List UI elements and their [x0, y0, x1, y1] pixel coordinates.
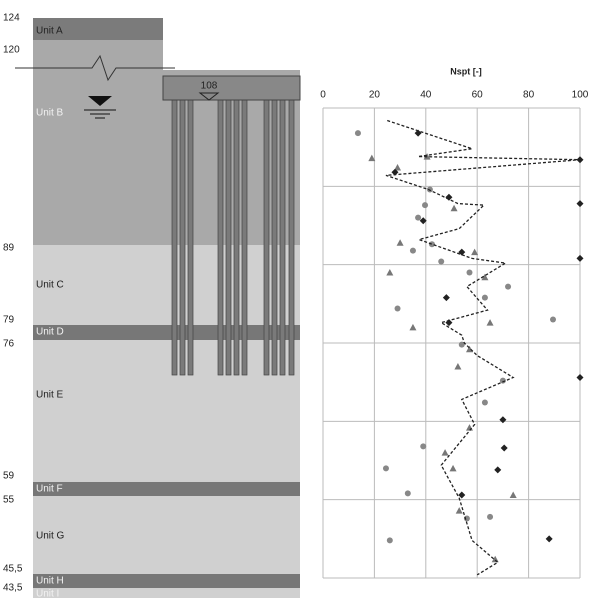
cap-label: 108: [201, 81, 218, 92]
unit-label: Unit D: [36, 327, 64, 338]
point: [438, 259, 444, 265]
point: [499, 416, 506, 423]
point: [510, 491, 517, 498]
point: [482, 295, 488, 301]
point: [501, 444, 508, 451]
chart-title: Nspt [-]: [450, 66, 482, 76]
elevation-label: 79: [3, 315, 15, 326]
point: [546, 535, 553, 542]
unit-label: Unit A: [36, 26, 63, 37]
unit-label: Unit H: [36, 576, 64, 587]
point: [505, 284, 511, 290]
unit-label: Unit E: [36, 390, 64, 401]
point: [451, 205, 458, 212]
point: [458, 491, 465, 498]
unit-f-layer: [33, 482, 300, 496]
point: [386, 269, 393, 276]
elevation-label: 59: [3, 471, 15, 482]
point: [454, 363, 461, 370]
point: [355, 130, 361, 136]
elevation-label: 43,5: [3, 583, 23, 594]
point: [395, 306, 401, 312]
pile-cap: [163, 76, 300, 100]
pile: [280, 100, 285, 375]
point: [492, 556, 499, 563]
point: [383, 465, 389, 471]
unit-label: Unit F: [36, 484, 63, 495]
unit-b-layer: [33, 40, 163, 245]
point: [420, 443, 426, 449]
elevation-label: 124: [3, 13, 20, 24]
pile: [218, 100, 223, 375]
x-tick-label: 40: [420, 90, 432, 101]
point: [458, 249, 465, 256]
point: [482, 400, 488, 406]
point: [443, 294, 450, 301]
elevation-label: 89: [3, 243, 15, 254]
point: [450, 465, 457, 472]
unit-label: Unit C: [36, 280, 64, 291]
pile: [226, 100, 231, 375]
unit-label: Unit G: [36, 531, 65, 542]
x-tick-label: 100: [572, 90, 589, 101]
unit-label: Unit I: [36, 589, 59, 598]
pile: [289, 100, 294, 375]
elevation-label: 76: [3, 339, 15, 350]
x-tick-label: 60: [472, 90, 484, 101]
elevation-label: 45,5: [3, 564, 23, 575]
x-tick-label: 0: [320, 90, 326, 101]
pile: [180, 100, 185, 375]
point: [494, 466, 501, 473]
elevation-label: 55: [3, 495, 15, 506]
point: [500, 378, 506, 384]
pile: [264, 100, 269, 375]
pile: [172, 100, 177, 375]
x-tick-label: 20: [369, 90, 381, 101]
point: [442, 449, 449, 456]
point: [387, 537, 393, 543]
point: [397, 239, 404, 246]
point: [487, 319, 494, 326]
elevation-label: 120: [3, 45, 20, 56]
point: [410, 248, 416, 254]
lower-layers: [33, 245, 300, 598]
point: [427, 186, 433, 192]
pile: [272, 100, 277, 375]
point: [577, 374, 584, 381]
point: [415, 215, 421, 221]
point: [405, 490, 411, 496]
point: [550, 317, 556, 323]
x-tick-label: 80: [523, 90, 535, 101]
point: [409, 324, 416, 331]
point: [422, 202, 428, 208]
unit-d-layer: [33, 325, 300, 340]
unit-label: Unit B: [36, 108, 64, 119]
point: [577, 255, 584, 262]
mean-line: [386, 121, 580, 575]
nspt-chart: Nspt [-] 0 20 40 60 80 100: [320, 66, 589, 578]
pile: [242, 100, 247, 375]
pile: [188, 100, 193, 375]
soil-profile: 108: [15, 18, 300, 598]
pile: [234, 100, 239, 375]
figure: 108 Nspt [-] 0 20 40 60 80 100 124 120 89 79 76 59…: [0, 0, 590, 598]
point: [577, 200, 584, 207]
point: [466, 270, 472, 276]
unit-h-layer: [33, 574, 300, 588]
point: [487, 514, 493, 520]
point: [466, 424, 473, 431]
